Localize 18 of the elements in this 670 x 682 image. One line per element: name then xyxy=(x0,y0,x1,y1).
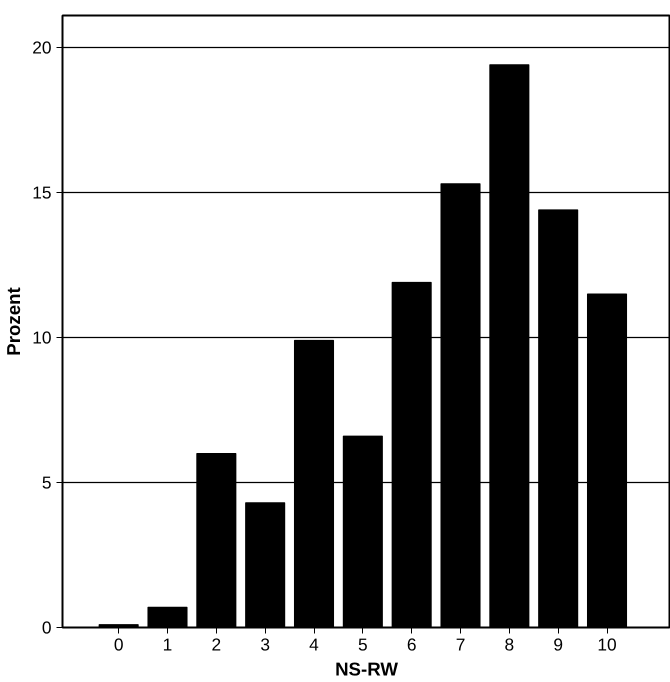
x-tick-label: 9 xyxy=(553,634,563,654)
x-tick-label: 2 xyxy=(212,634,222,654)
x-tick-label: 10 xyxy=(597,634,617,654)
x-tick-label: 3 xyxy=(260,634,270,654)
x-tick-label: 7 xyxy=(456,634,466,654)
x-tick-label: 4 xyxy=(309,634,320,654)
x-tick-label: 6 xyxy=(406,634,416,654)
x-tick-label: 8 xyxy=(504,634,514,654)
y-axis-title: Prozent xyxy=(3,287,24,356)
y-tick-label: 20 xyxy=(32,37,52,58)
x-tick-label: 1 xyxy=(162,634,172,654)
x-tick-label: 0 xyxy=(114,634,124,654)
y-tick-label: 10 xyxy=(32,327,52,348)
y-tick-label: 0 xyxy=(42,618,52,638)
x-axis-title: NS-RW xyxy=(335,658,398,680)
y-tick-label: 15 xyxy=(32,182,52,202)
x-tick-label: 5 xyxy=(358,634,368,654)
y-tick-label: 5 xyxy=(42,472,52,492)
